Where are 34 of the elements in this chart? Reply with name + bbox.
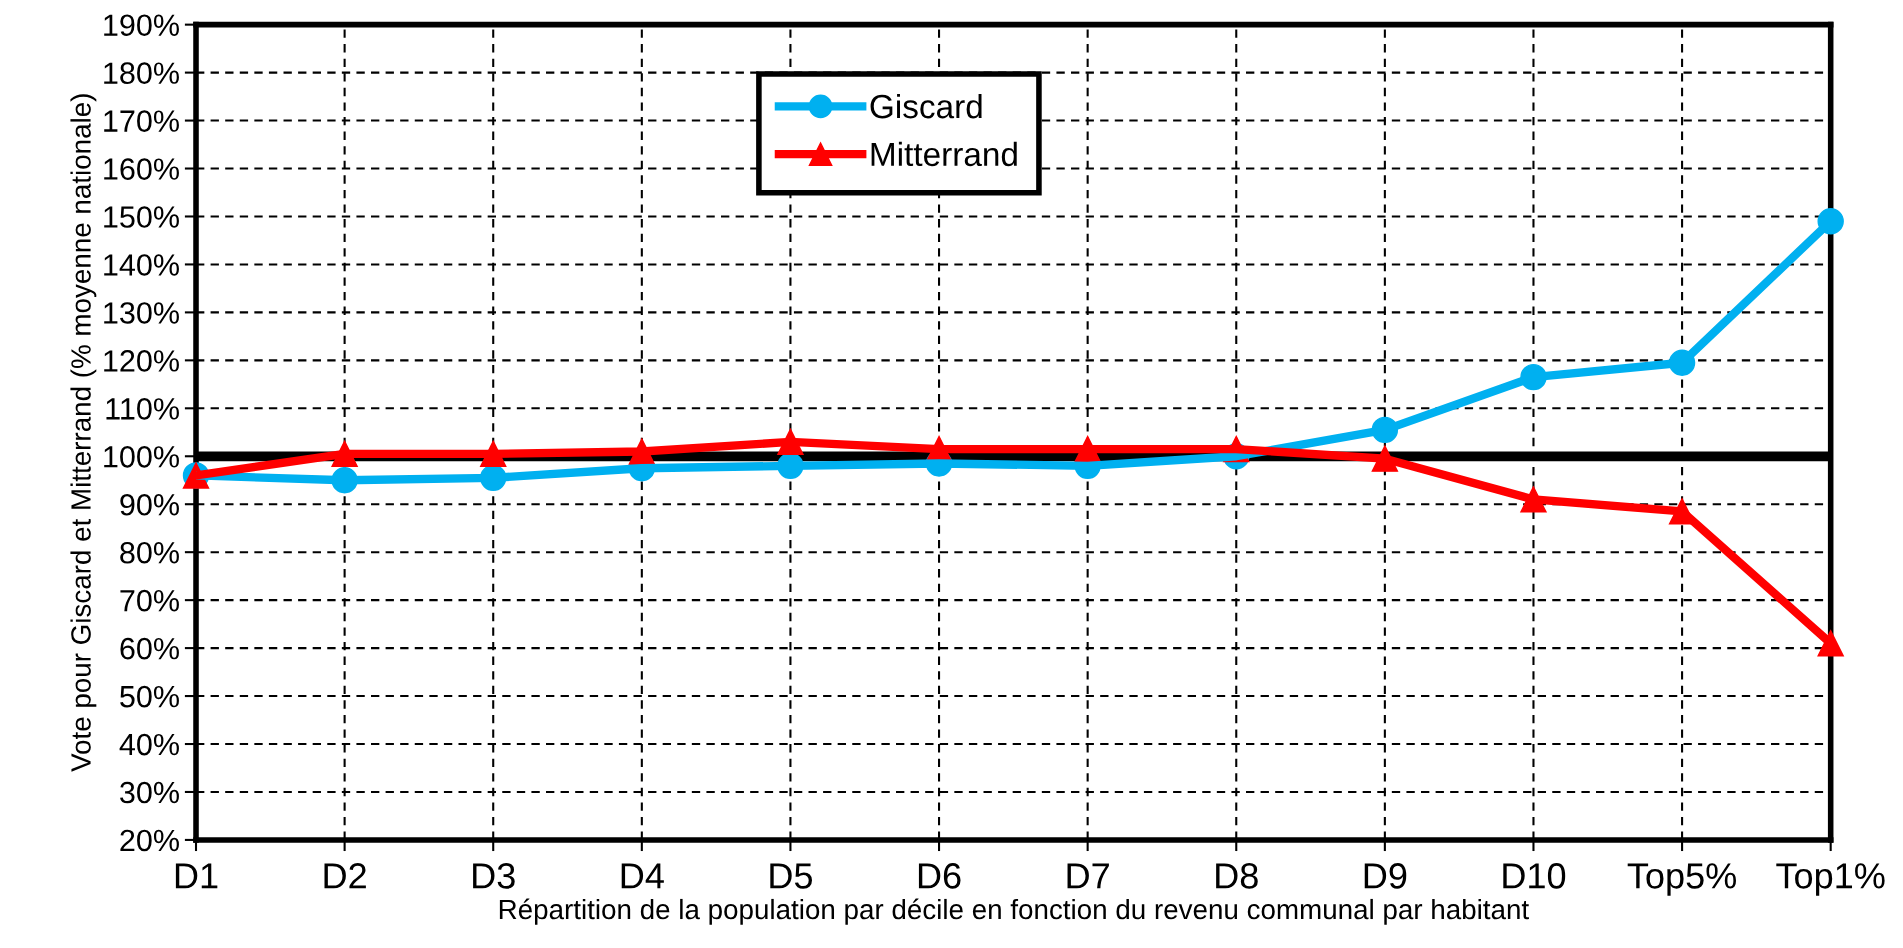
y-tick-label: 50% [120,685,179,708]
y-tick-label: 110% [106,398,179,420]
y-tick-label: 130% [104,302,179,324]
x-tick-label: D2 [324,863,366,889]
x-tick-label: D5 [770,863,812,889]
x-tick-label: D6 [918,863,961,889]
y-tick-label: 40% [119,733,179,756]
y-tick-label: 120% [104,350,179,372]
x-tick-label: Top5% [1627,863,1736,896]
y-tick-label: 70% [120,589,179,612]
legend-label: Mitterrand [871,141,1017,167]
y-tick-label: 160% [104,158,179,180]
y-tick-label: 60% [120,637,179,660]
y-tick-label: 30% [120,781,179,804]
x-tick-label: D4 [621,863,664,889]
y-tick-label: 80% [120,541,179,564]
y-tick-label: 100% [104,446,179,468]
x-tick-label: D10 [1503,863,1566,889]
y-tick-label: 190% [104,14,179,37]
x-axis-title: Répartition de la population par décile en fonction du revenu communal par habitant [499,898,1529,925]
y-tick-label: 150% [104,206,179,228]
y-axis-title: Vote pour Giscard et Mitterrand (% moyenne nationale) [70,94,97,772]
y-tick-label: 140% [104,254,179,276]
y-tick-label: 20% [120,829,179,852]
x-tick-label: D1 [175,863,218,889]
x-tick-label: D9 [1364,863,1407,889]
legend-label: Giscard [870,93,982,119]
x-tick-label: D7 [1067,863,1109,889]
x-tick-label: D8 [1216,863,1258,889]
y-tick-label: 180% [104,62,179,84]
x-tick-label: Top1% [1776,863,1885,896]
y-tick-label: 90% [120,493,179,516]
y-tick-label: 170% [104,110,179,132]
x-tick-label: D3 [473,863,515,889]
